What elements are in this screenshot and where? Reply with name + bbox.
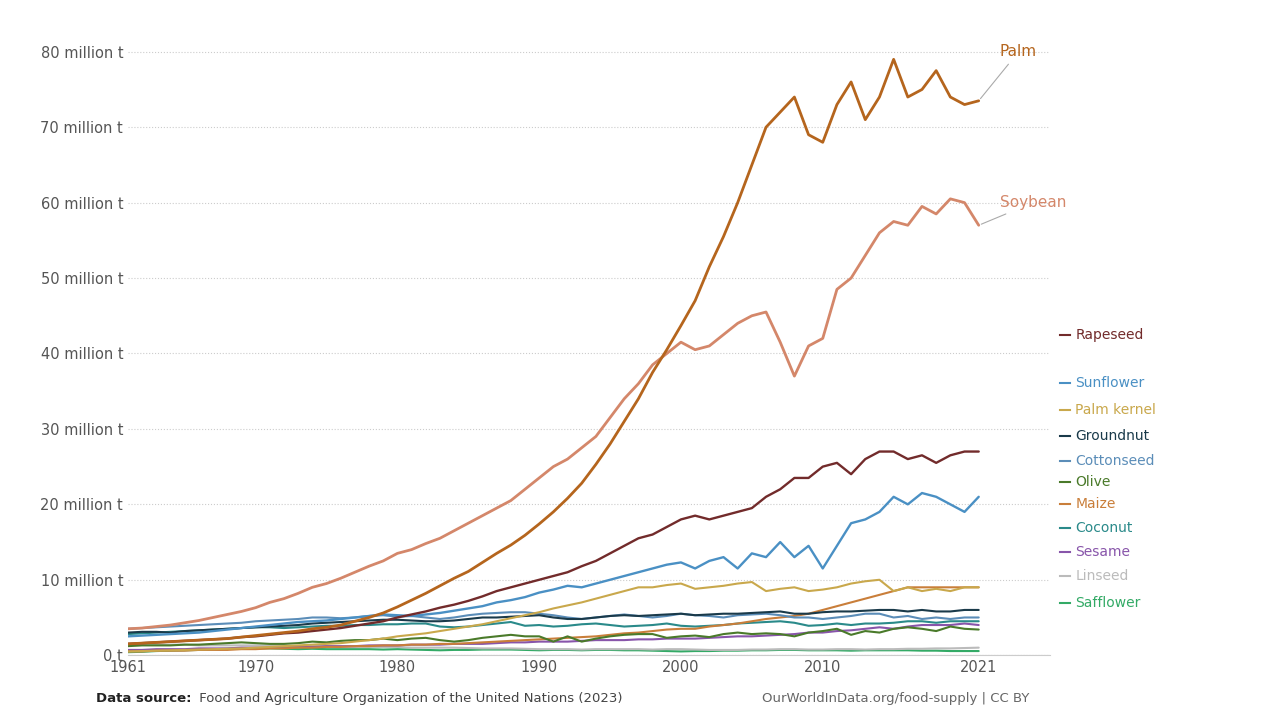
- Text: Linseed: Linseed: [1075, 569, 1129, 583]
- Text: Sunflower: Sunflower: [1075, 376, 1144, 390]
- Text: Groundnut: Groundnut: [1075, 428, 1149, 443]
- Text: Soybean: Soybean: [982, 195, 1066, 224]
- Text: Cottonseed: Cottonseed: [1075, 454, 1155, 468]
- Text: OurWorldInData.org/food-supply | CC BY: OurWorldInData.org/food-supply | CC BY: [762, 692, 1029, 705]
- Text: Safflower: Safflower: [1075, 595, 1140, 610]
- Text: Rapeseed: Rapeseed: [1075, 328, 1143, 342]
- Text: Sesame: Sesame: [1075, 545, 1130, 559]
- Text: Maize: Maize: [1075, 497, 1116, 511]
- Text: Olive: Olive: [1075, 475, 1111, 490]
- Text: Data source:: Data source:: [96, 692, 192, 705]
- Text: Food and Agriculture Organization of the United Nations (2023): Food and Agriculture Organization of the…: [195, 692, 622, 705]
- Text: Palm: Palm: [980, 44, 1037, 99]
- Text: Palm kernel: Palm kernel: [1075, 403, 1156, 418]
- Text: Coconut: Coconut: [1075, 521, 1133, 535]
